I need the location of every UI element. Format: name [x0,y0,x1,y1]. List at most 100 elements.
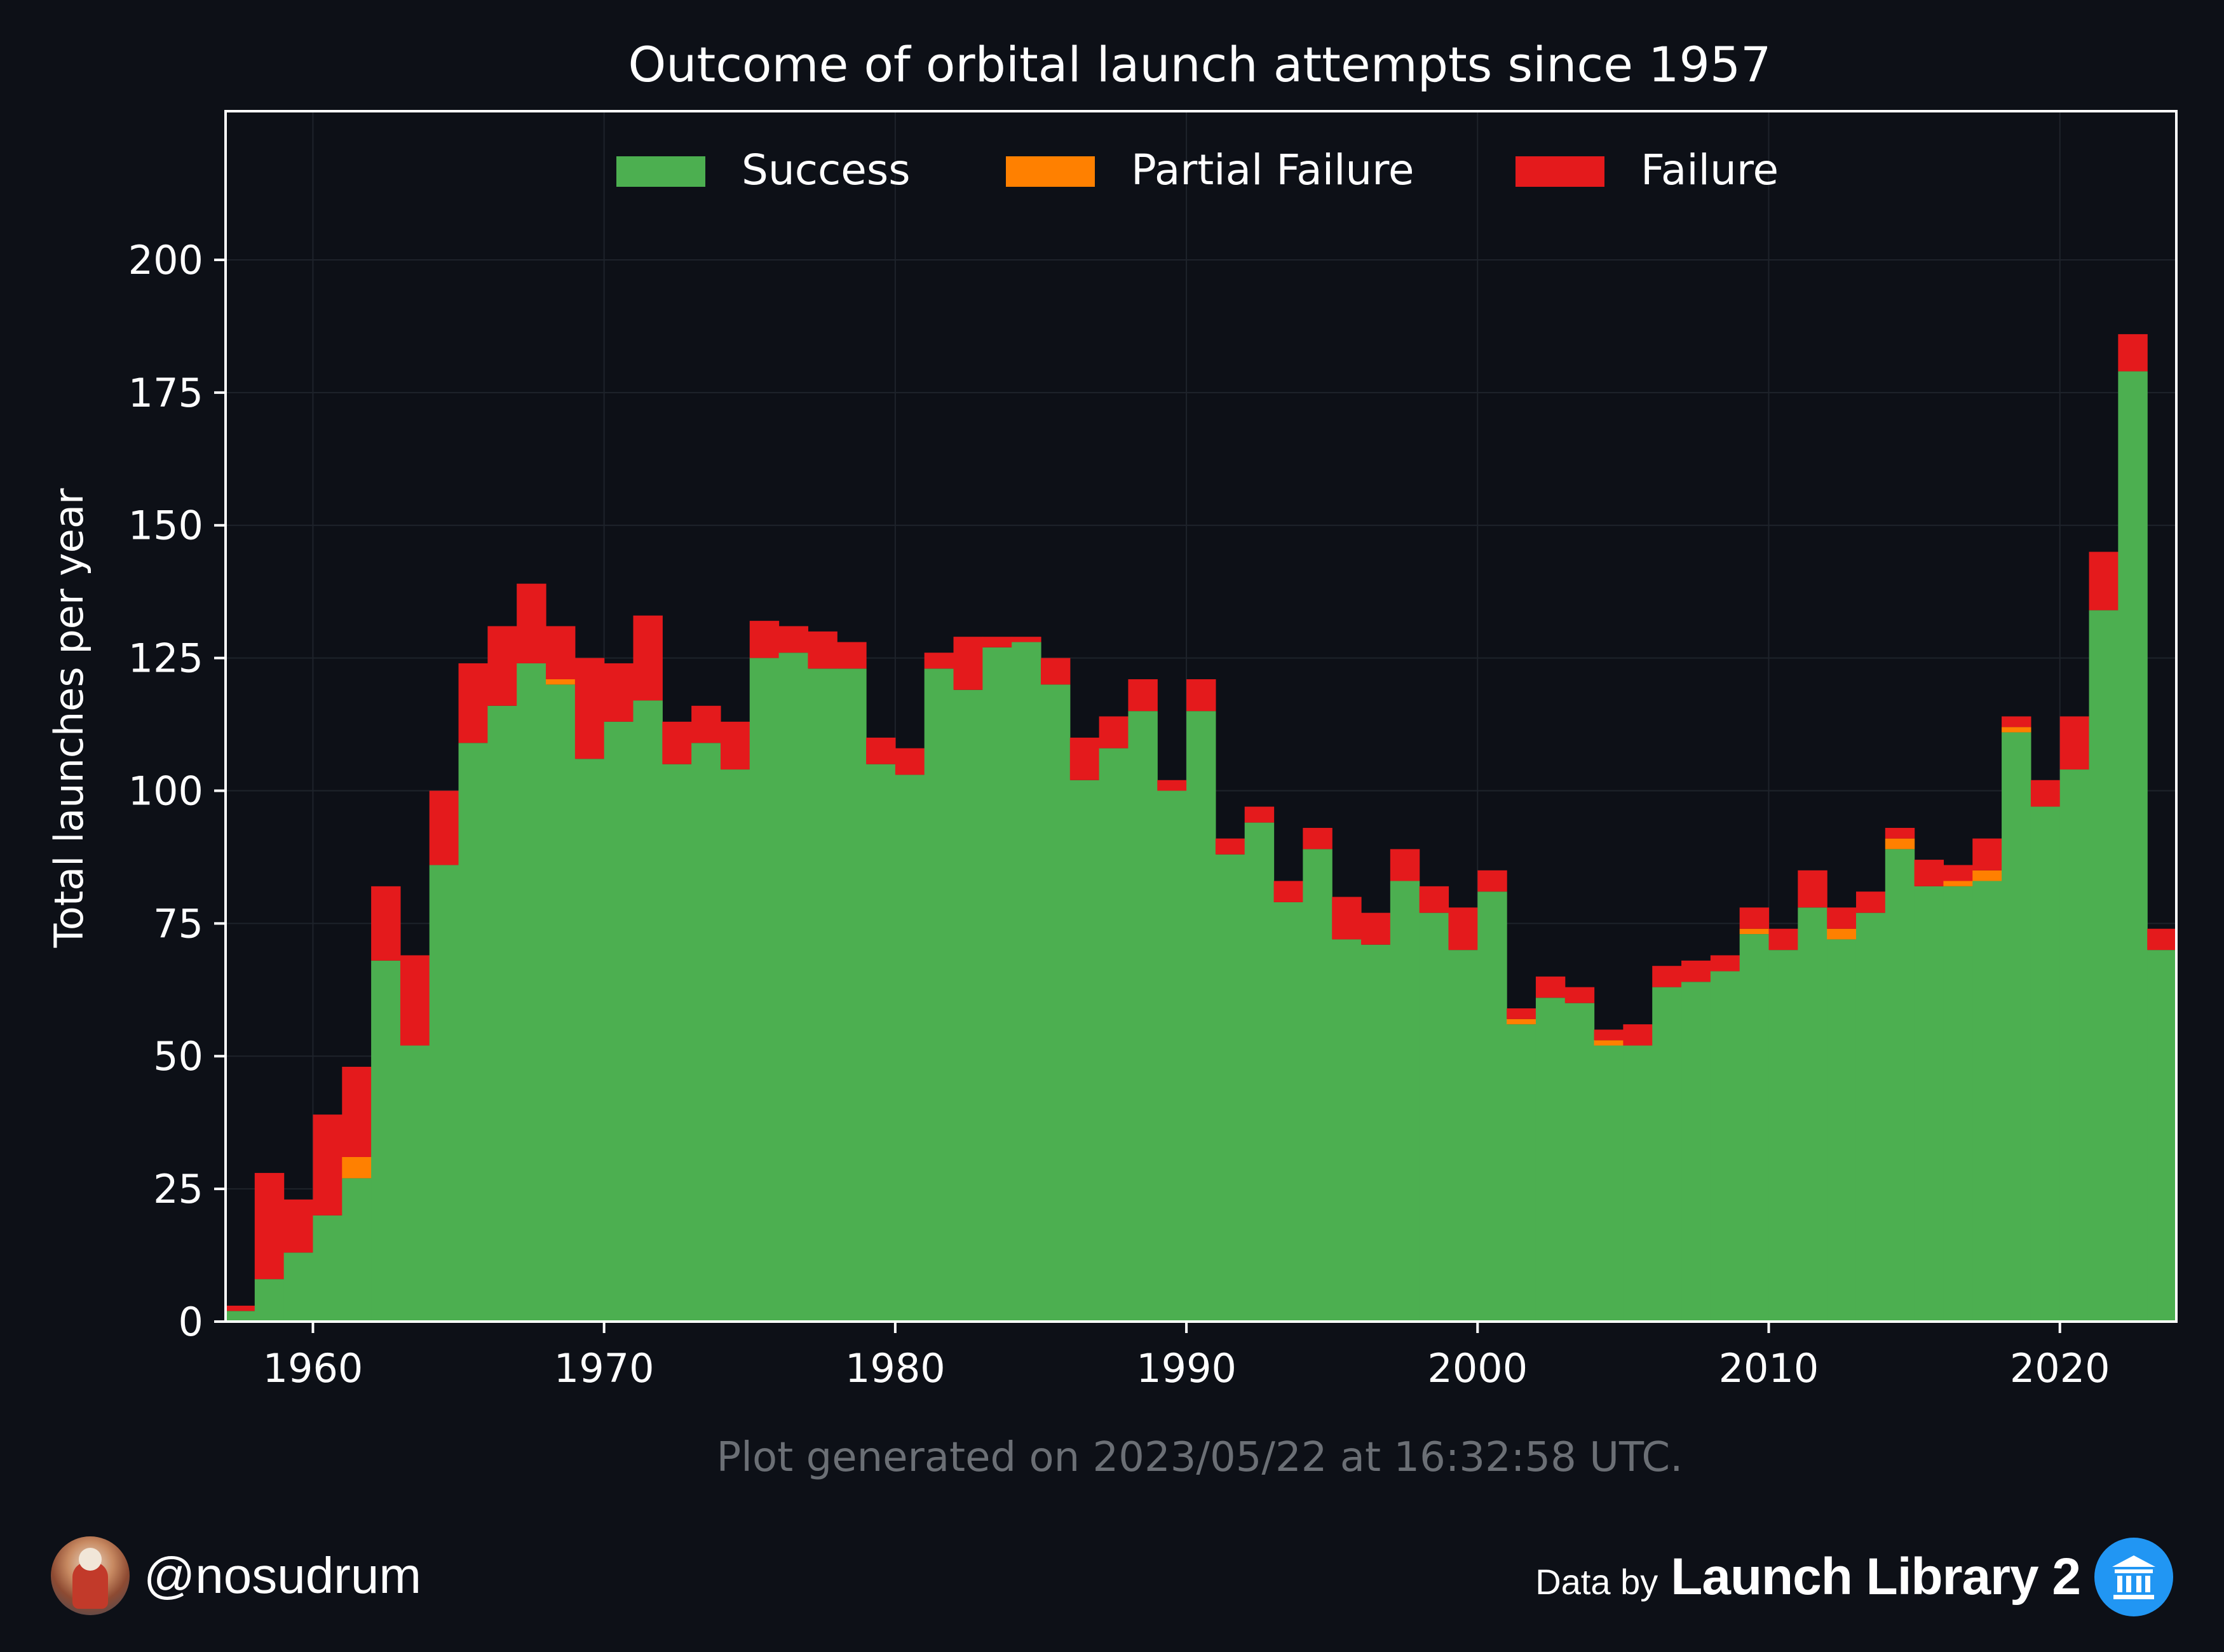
legend: Success Partial Failure Failure [616,146,1779,194]
bar-failure-2005 [1623,1024,1653,1046]
bar-success-1961 [342,1178,372,1322]
launch-library-logo-icon [2094,1538,2173,1616]
bar-success-1975 [749,658,780,1322]
bar-success-1963 [400,1045,430,1322]
bar-success-2005 [1623,1045,1653,1322]
bar-success-1972 [662,764,692,1322]
bar-failure-2018 [2002,716,2031,728]
data-source-name: Launch Library 2 [1671,1548,2081,1606]
bar-failure-1969 [574,658,605,759]
bar-success-2016 [1943,886,1973,1322]
bar-partial-failure-1961 [342,1156,372,1179]
y-tick-label: 100 [128,768,203,814]
bar-failure-1994 [1303,827,1332,850]
bar-success-1983 [982,647,1012,1322]
bar-failure-2016 [1943,865,1973,881]
bar-success-1960 [313,1215,342,1322]
bar-success-2006 [1652,987,1682,1322]
axes: 1960 1970 1980 1990 2000 2010 2020 0 25 50 75 100 12… [128,110,2178,1391]
bar-success-1964 [429,865,459,1322]
bar-success-1986 [1069,780,1100,1322]
bar-partial-failure-2001 [1507,1019,1536,1025]
y-tick-label: 150 [128,503,203,549]
bar-success-1971 [633,700,663,1322]
bar-success-1998 [1419,912,1449,1322]
bar-success-1966 [487,705,517,1322]
bar-failure-2019 [2030,780,2061,807]
bar-success-2002 [1535,998,1566,1322]
bar-failure-1972 [662,721,692,764]
bar-success-1981 [924,668,954,1322]
bar-failure-1997 [1390,849,1420,881]
bar-success-1989 [1157,790,1187,1322]
bar-success-2018 [2002,732,2031,1322]
bar-failure-1988 [1128,679,1158,712]
legend-swatch-failure [1515,156,1604,187]
bar-success-1987 [1099,748,1129,1322]
bar-success-2021 [2089,610,2119,1322]
bar-failure-1980 [895,748,925,775]
bar-success-2020 [2059,769,2090,1322]
bar-success-1965 [458,743,488,1322]
bar-failure-1965 [458,663,488,743]
y-tick-label: 75 [153,900,203,947]
bar-success-2010 [1768,950,1798,1322]
bar-failure-2010 [1768,928,1798,951]
bar-failure-2023 [2147,928,2177,951]
bar-failure-1977 [808,631,837,669]
bar-failure-2021 [2089,552,2119,611]
bar-failure-1983 [982,637,1012,647]
bar-failure-1985 [1040,658,1071,685]
bar-success-1995 [1332,939,1362,1322]
x-tick-label: 2010 [1719,1345,1819,1391]
legend-label-success: Success [742,146,911,194]
bar-success-1967 [517,663,546,1322]
bar-success-2013 [1855,912,1886,1322]
bar-failure-1993 [1273,881,1303,902]
author-credit: @nosudrum [51,1536,421,1615]
bar-failure-1970 [604,663,634,722]
bar-failure-1963 [400,955,430,1046]
bar-success-1976 [778,653,809,1322]
x-tick-label: 1990 [1136,1345,1237,1391]
legend-label-failure: Failure [1641,146,1779,194]
bar-success-1978 [837,668,867,1322]
bar-success-1957 [226,1311,255,1322]
bar-failure-1964 [429,790,459,865]
bar-success-2000 [1477,891,1507,1322]
bar-success-1962 [371,960,401,1322]
y-tick-label: 175 [128,370,203,416]
bar-failure-2022 [2118,334,2148,372]
x-tick-label: 2020 [2010,1345,2110,1391]
bar-partial-failure-2012 [1827,928,1857,940]
bar-failure-1998 [1419,886,1449,913]
bar-series [226,334,2177,1322]
bar-failure-1992 [1244,806,1275,823]
bar-success-2019 [2030,806,2061,1322]
x-tick-label: 1970 [554,1345,654,1391]
bar-success-1994 [1303,849,1332,1322]
bar-success-2015 [1914,886,1944,1322]
bar-success-2012 [1827,939,1857,1322]
bar-success-1979 [866,764,896,1322]
bar-success-2014 [1885,849,1915,1322]
plot-frame [224,110,2178,1323]
bar-failure-1982 [953,637,983,690]
legend-label-partial-failure: Partial Failure [1131,146,1414,194]
bar-success-2011 [1798,907,1827,1322]
bar-failure-1967 [517,583,546,663]
bar-failure-1986 [1069,737,1100,780]
legend-swatch-partial-failure [1006,156,1095,187]
bar-success-1991 [1215,854,1245,1322]
bar-success-1997 [1390,881,1420,1322]
bar-success-1969 [574,759,605,1322]
bar-failure-1996 [1361,912,1391,945]
bar-success-2007 [1681,982,1711,1322]
bar-success-2001 [1507,1024,1536,1322]
bar-success-2009 [1739,934,1770,1322]
bar-failure-1991 [1215,838,1245,855]
bar-failure-1979 [866,737,896,764]
bar-success-2023 [2147,950,2177,1322]
bar-failure-2001 [1507,1008,1536,1019]
bar-failure-1976 [778,626,809,653]
